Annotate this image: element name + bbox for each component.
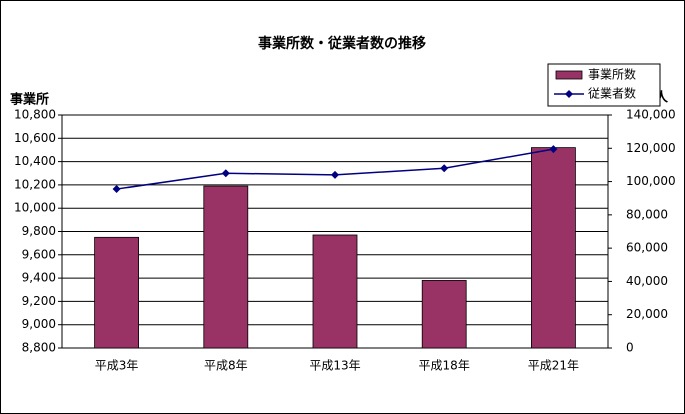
y-tick-label: 10,200 xyxy=(14,177,56,191)
y2-tick-label: 0 xyxy=(626,341,634,355)
line-marker xyxy=(221,169,230,178)
x-tick-label: 平成18年 xyxy=(419,359,470,373)
legend-label: 事業所数 xyxy=(588,67,636,82)
y2-tick-label: 60,000 xyxy=(626,241,668,255)
bar xyxy=(94,236,139,349)
y-tick-label: 9,400 xyxy=(22,271,56,285)
y-tick-label: 8,800 xyxy=(22,341,56,355)
y2-tick-label: 140,000 xyxy=(626,108,676,122)
x-tick-label: 平成13年 xyxy=(309,359,360,373)
y-tick-label: 9,800 xyxy=(22,224,56,238)
x-tick-label: 平成3年 xyxy=(95,359,139,373)
y-tick-label: 10,600 xyxy=(14,131,56,145)
y-tick-label: 10,400 xyxy=(14,154,56,168)
line-marker xyxy=(549,145,558,154)
bar xyxy=(312,234,358,349)
bar xyxy=(531,147,576,349)
bar xyxy=(203,185,249,349)
line-marker xyxy=(112,185,121,194)
legend-box xyxy=(547,63,661,107)
y-axis-title: 事業所 xyxy=(10,92,49,108)
y-tick-label: 10,800 xyxy=(14,108,56,122)
y2-tick-label: 20,000 xyxy=(626,307,668,321)
y-tick-label: 9,200 xyxy=(22,294,56,308)
line-marker xyxy=(440,164,449,173)
y2-tick-label: 40,000 xyxy=(626,274,668,288)
y2-tick-label: 100,000 xyxy=(626,174,676,188)
y-tick-label: 9,000 xyxy=(22,317,56,331)
legend-marker xyxy=(565,90,573,98)
y-tick-label: 10,000 xyxy=(14,201,56,215)
legend-marker xyxy=(555,70,583,80)
chart-title: 事業所数・従業者数の推移 xyxy=(258,35,426,52)
bar xyxy=(421,280,467,349)
x-tick-label: 平成8年 xyxy=(204,359,248,373)
y2-tick-label: 80,000 xyxy=(626,207,668,221)
legend-label: 従業者数 xyxy=(588,86,636,101)
x-tick-label: 平成21年 xyxy=(528,359,579,373)
line-marker xyxy=(331,170,339,179)
y2-tick-label: 120,000 xyxy=(626,141,676,155)
y-tick-label: 9,600 xyxy=(22,247,56,261)
